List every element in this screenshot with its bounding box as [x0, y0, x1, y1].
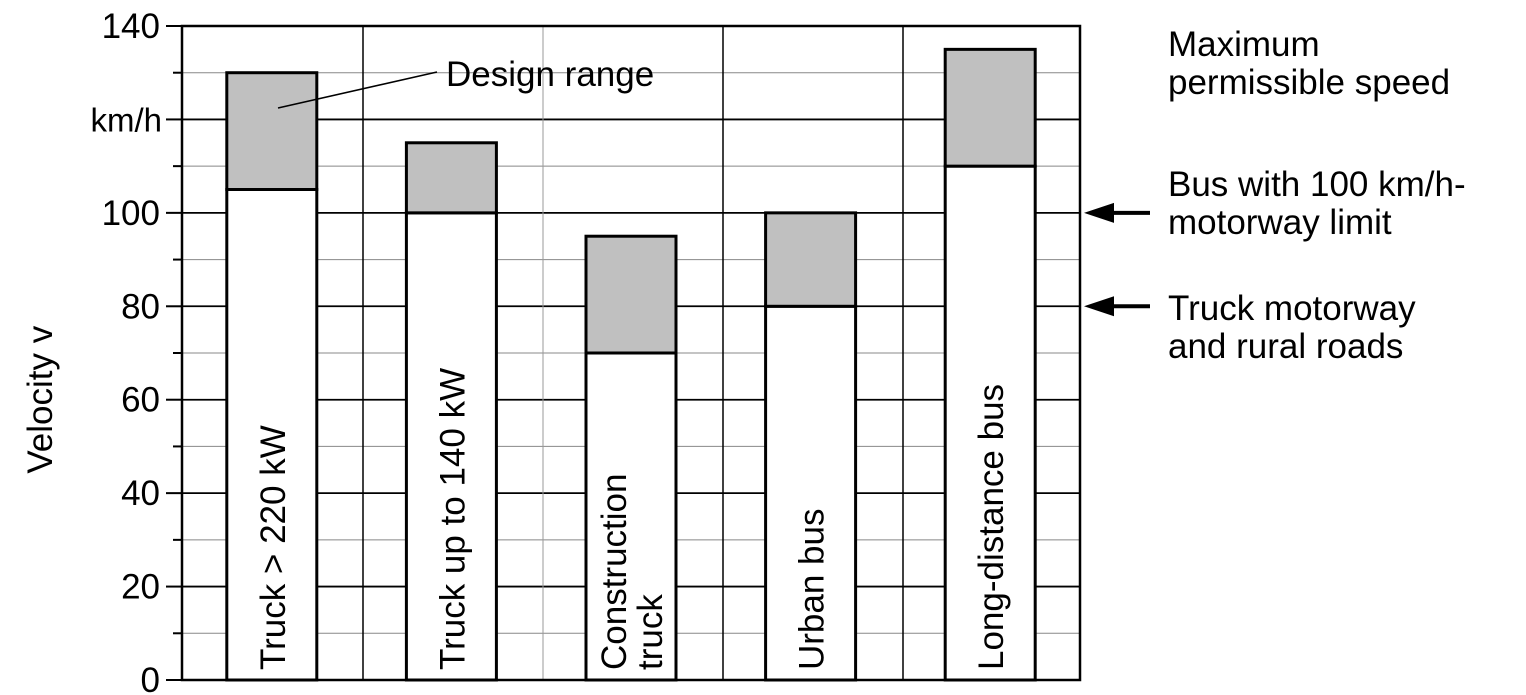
right-annotation-line: permissible speed: [1168, 63, 1450, 102]
right-annotation-line: Bus with 100 km/h-: [1168, 165, 1466, 204]
category-label-line: Long-distance bus: [972, 384, 1011, 670]
bar-lower: [404, 211, 498, 682]
right-annotation-line: motorway limit: [1168, 203, 1392, 242]
y-tick-label: 60: [121, 381, 160, 420]
bar-lower: [225, 188, 319, 682]
y-tick-label: 0: [141, 661, 160, 695]
y-tick-label: 140: [102, 7, 160, 46]
category-label: Truck up to 140 kW: [433, 368, 472, 670]
y-unit-label: km/h: [90, 101, 162, 138]
design-range-label: Design range: [446, 55, 654, 94]
y-tick-label: 20: [121, 568, 160, 607]
arrow-head-icon: [1084, 296, 1114, 317]
bar-design-range: [764, 211, 858, 308]
category-label-line: truck: [631, 594, 670, 670]
y-ticks: 0 20 40 60 80 100 140 km/h: [90, 7, 182, 695]
bars: [225, 47, 1037, 682]
labels: Truck > 220 kW Truck up to 140 kW Construc…: [21, 325, 1011, 670]
bar-design-range: [225, 71, 319, 191]
y-tick-label: 40: [121, 474, 160, 513]
design-range-leader: [277, 71, 438, 109]
right-annotation-line: Truck motorway: [1168, 289, 1416, 328]
y-axis-title: Velocity v: [21, 325, 60, 473]
bar-design-range: [404, 141, 498, 215]
category-label-line: Truck up to 140 kW: [433, 368, 472, 670]
bar-design-range: [584, 234, 678, 355]
category-label: Long-distance bus: [972, 384, 1011, 670]
right-annotation-line: and rural roads: [1168, 327, 1403, 366]
category-label-line: Urban bus: [793, 509, 832, 670]
bar-lower: [584, 351, 678, 682]
bar-lower: [943, 164, 1037, 682]
category-label-line: Truck > 220 kW: [254, 425, 293, 670]
arrow-head-icon: [1084, 202, 1114, 223]
category-label-line: Construction: [595, 474, 634, 670]
y-tick-label: 80: [121, 287, 160, 326]
grid: [182, 26, 1080, 680]
category-label: Truck > 220 kW: [254, 425, 293, 670]
bar-design-range: [943, 47, 1037, 168]
right-annotation-line: Maximum: [1168, 25, 1320, 64]
category-label: Urban bus: [793, 509, 832, 670]
y-tick-label: 100: [102, 194, 160, 233]
